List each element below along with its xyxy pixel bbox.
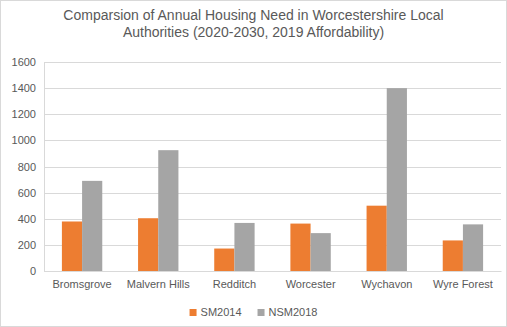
x-tick: Malvern Hills xyxy=(127,271,190,290)
legend-label: NSM2018 xyxy=(269,306,318,318)
plot: 0 200 400 600 800 1000 1200 1400 1600 Bromsgrove M… xyxy=(12,56,502,290)
y-tick-label: 800 xyxy=(18,161,36,173)
x-axis: Bromsgrove Malvern Hills Redditch Worcester… xyxy=(45,271,502,290)
y-axis-line xyxy=(44,63,45,272)
x-tick-label: Wychavon xyxy=(361,278,412,290)
x-tick: Redditch xyxy=(213,271,256,290)
legend-label: SM2014 xyxy=(201,306,242,318)
bar xyxy=(62,221,82,271)
x-tick-label: Redditch xyxy=(213,278,256,290)
y-axis: 0 200 400 600 800 1000 1200 1400 1600 xyxy=(12,56,45,277)
y-tick: 1000 xyxy=(12,134,44,146)
y-tick: 800 xyxy=(18,161,44,173)
grid-line xyxy=(44,193,501,194)
y-tick: 400 xyxy=(18,213,44,225)
x-tick-label: Malvern Hills xyxy=(127,278,190,290)
grid-line xyxy=(44,88,501,89)
x-tick: Wychavon xyxy=(361,271,412,290)
x-tick-label: Bromsgrove xyxy=(52,278,111,290)
bar xyxy=(82,181,102,271)
grid-line xyxy=(44,271,501,272)
series xyxy=(82,88,483,271)
y-tick: 1200 xyxy=(12,108,44,120)
legend-item: NSM2018 xyxy=(258,306,318,318)
y-tick-label: 400 xyxy=(18,213,36,225)
bar xyxy=(214,249,234,271)
bar xyxy=(311,233,331,271)
y-tick-label: 1000 xyxy=(12,134,36,146)
legend-item: SM2014 xyxy=(190,306,242,318)
y-tick-label: 1400 xyxy=(12,82,36,94)
bars xyxy=(62,88,483,271)
y-tick-label: 1200 xyxy=(12,108,36,120)
chart: Comparsion of Annual Housing Need in Wor… xyxy=(0,0,507,327)
y-tick: 1600 xyxy=(12,56,44,68)
x-tick: Wyre Forest xyxy=(433,271,493,290)
grid xyxy=(44,63,501,272)
bar xyxy=(463,224,483,271)
y-tick-label: 600 xyxy=(18,187,36,199)
legend: SM2014 NSM2018 xyxy=(190,306,318,318)
grid-line xyxy=(44,114,501,115)
grid-line xyxy=(44,245,501,246)
grid-line xyxy=(44,219,501,220)
legend-swatch xyxy=(190,309,197,316)
y-tick-label: 0 xyxy=(30,265,36,277)
legend-swatch xyxy=(258,309,265,316)
chart-frame xyxy=(1,1,507,327)
grid-line xyxy=(44,167,501,168)
bar xyxy=(443,240,463,271)
bar xyxy=(158,150,178,271)
y-tick-label: 200 xyxy=(18,239,36,251)
y-tick: 600 xyxy=(18,187,44,199)
grid-line xyxy=(44,62,501,63)
y-tick: 0 xyxy=(30,265,44,277)
y-tick: 1400 xyxy=(12,82,44,94)
y-tick-label: 1600 xyxy=(12,56,36,68)
bar xyxy=(138,218,158,271)
grid-line xyxy=(44,140,501,141)
bar xyxy=(387,88,407,271)
x-tick: Worcester xyxy=(286,271,336,290)
bar xyxy=(234,223,254,271)
x-tick: Bromsgrove xyxy=(52,271,111,290)
bar xyxy=(367,206,387,271)
bar xyxy=(290,224,310,271)
x-tick-label: Worcester xyxy=(286,278,336,290)
title: Comparsion of Annual Housing Need in Wor… xyxy=(63,7,443,40)
x-axis-line xyxy=(45,271,502,272)
y-tick: 200 xyxy=(18,239,44,251)
x-tick-label: Wyre Forest xyxy=(433,278,493,290)
